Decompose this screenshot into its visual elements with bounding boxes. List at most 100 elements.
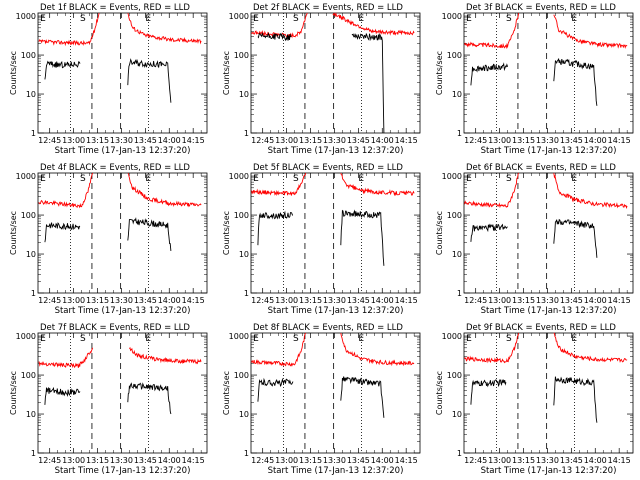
events-series-line: [351, 33, 385, 134]
phase-marker: E: [253, 174, 259, 184]
x-tick-label: 13:00: [488, 296, 511, 305]
y-axis-label: Counts/sec: [435, 51, 444, 95]
x-tick-label: 13:45: [134, 456, 157, 465]
phase-marker: E: [40, 334, 46, 344]
plot-frame: [250, 172, 421, 294]
phase-marker: E: [571, 334, 577, 344]
x-tick-label: 13:30: [323, 456, 346, 465]
events-series-line: [553, 58, 598, 106]
plot-frame: [37, 12, 208, 134]
events-series-line: [44, 386, 81, 405]
x-tick-label: 13:15: [299, 136, 322, 145]
phase-marker: E: [358, 334, 364, 344]
y-tick-label: 10: [26, 90, 36, 99]
x-tick-label: 14:15: [395, 456, 418, 465]
x-tick-label: 13:00: [275, 296, 298, 305]
x-tick-label: 14:15: [608, 136, 631, 145]
phase-marker: E: [358, 174, 364, 184]
phase-marker: S: [80, 14, 86, 24]
y-tick-label: 1: [31, 449, 36, 458]
events-series-line: [127, 382, 172, 415]
x-tick-label: 14:00: [584, 296, 607, 305]
detector-panel: Det 6f BLACK = Events, RED = LLD 1 10 100 10…: [435, 163, 634, 316]
lld-series-line: [127, 12, 202, 45]
events-series-line: [553, 218, 598, 258]
x-tick-label: 13:15: [512, 456, 535, 465]
detector-panel: Det 7f BLACK = Events, RED = LLD 1 10 100 10…: [9, 323, 208, 476]
panel-title: Det 3f BLACK = Events, RED = LLD: [466, 3, 616, 13]
y-axis-label: Counts/sec: [9, 51, 18, 95]
x-tick-label: 13:30: [323, 296, 346, 305]
x-tick-label: 13:00: [62, 296, 85, 305]
phase-marker: E: [40, 14, 46, 24]
y-tick-label: 1000: [16, 172, 36, 181]
plot-frame: [37, 172, 208, 294]
x-tick-label: 13:45: [347, 136, 370, 145]
x-tick-label: 13:45: [560, 456, 583, 465]
x-tick-label: 12:45: [251, 456, 274, 465]
x-tick-label: 12:45: [38, 456, 61, 465]
lld-series-line: [553, 14, 628, 49]
x-tick-label: 13:45: [560, 296, 583, 305]
x-tick-label: 13:30: [536, 296, 559, 305]
x-tick-label: 12:45: [38, 136, 61, 145]
y-tick-label: 1000: [16, 332, 36, 341]
y-tick-label: 100: [21, 51, 36, 60]
y-axis-label: Counts/sec: [222, 211, 231, 255]
x-tick-label: 13:45: [347, 296, 370, 305]
phase-marker: E: [145, 174, 151, 184]
phase-marker: S: [506, 334, 512, 344]
x-axis-label: Start Time (17-Jan-13 12:37:20): [268, 466, 404, 476]
x-tick-label: 12:45: [251, 136, 274, 145]
panel-title: Det 2f BLACK = Events, RED = LLD: [253, 3, 403, 13]
y-tick-label: 10: [26, 250, 36, 259]
y-tick-label: 10: [452, 410, 462, 419]
y-tick-label: 1: [31, 129, 36, 138]
lld-series-line: [340, 172, 415, 197]
x-tick-label: 14:00: [371, 296, 394, 305]
lld-series-line: [553, 172, 628, 209]
events-series-line: [340, 376, 385, 418]
x-tick-label: 14:00: [158, 136, 181, 145]
lld-series-line: [251, 172, 307, 197]
y-tick-label: 1: [457, 129, 462, 138]
y-tick-label: 100: [21, 211, 36, 220]
x-tick-label: 13:30: [536, 456, 559, 465]
x-tick-label: 12:45: [38, 296, 61, 305]
phase-marker: S: [506, 14, 512, 24]
detector-panel: Det 8f BLACK = Events, RED = LLD 1 10 100 10…: [222, 323, 421, 476]
y-tick-label: 1000: [442, 332, 462, 341]
y-tick-label: 1: [457, 289, 462, 298]
y-tick-label: 10: [452, 90, 462, 99]
x-tick-label: 13:45: [560, 136, 583, 145]
detector-panel: Det 2f BLACK = Events, RED = LLD 1 10 100 10…: [222, 3, 421, 156]
events-series-line: [470, 62, 509, 86]
x-tick-label: 13:45: [347, 456, 370, 465]
events-series-line: [127, 217, 172, 251]
x-tick-label: 14:15: [182, 136, 205, 145]
lld-series-line: [38, 172, 94, 209]
y-tick-label: 100: [447, 371, 462, 380]
y-tick-label: 10: [239, 410, 249, 419]
x-axis-label: Start Time (17-Jan-13 12:37:20): [481, 306, 617, 316]
detector-panel: Det 1f BLACK = Events, RED = LLD 1 10 100 10…: [9, 3, 208, 156]
phase-marker: E: [145, 14, 151, 24]
y-axis-label: Counts/sec: [435, 371, 444, 415]
detector-panel: Det 9f BLACK = Events, RED = LLD 1 10 100 10…: [435, 323, 634, 476]
events-series-line: [44, 60, 81, 80]
x-tick-label: 13:15: [512, 136, 535, 145]
phase-marker: E: [145, 334, 151, 344]
y-tick-label: 100: [447, 51, 462, 60]
phase-marker: S: [80, 174, 86, 184]
x-tick-label: 13:30: [110, 136, 133, 145]
panel-title: Det 7f BLACK = Events, RED = LLD: [40, 323, 190, 333]
phase-marker: E: [571, 14, 577, 24]
y-tick-label: 1: [244, 289, 249, 298]
x-axis-label: Start Time (17-Jan-13 12:37:20): [55, 146, 191, 156]
x-tick-label: 13:15: [299, 456, 322, 465]
phase-marker: E: [466, 174, 472, 184]
y-tick-label: 1: [457, 449, 462, 458]
y-tick-label: 100: [234, 51, 249, 60]
y-axis-label: Counts/sec: [9, 371, 18, 415]
panel-title: Det 5f BLACK = Events, RED = LLD: [253, 163, 403, 173]
